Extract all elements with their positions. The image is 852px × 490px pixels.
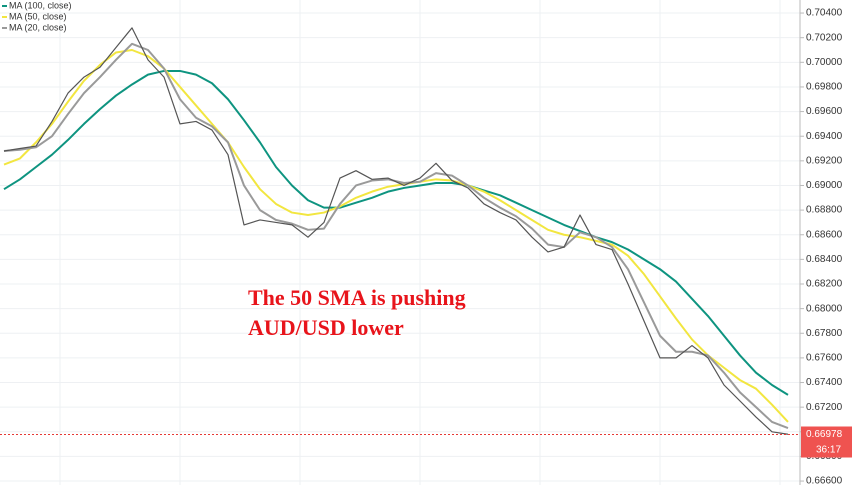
y-tick-label: 0.69600 bbox=[806, 106, 843, 117]
y-tick-label: 0.68200 bbox=[806, 279, 843, 290]
legend-entry: MA (50, close) bbox=[9, 11, 67, 21]
annotation: AUD/USD lower bbox=[248, 315, 404, 340]
y-tick-label: 0.67600 bbox=[806, 353, 843, 364]
last-price-box bbox=[801, 426, 852, 443]
legend-entry: MA (20, close) bbox=[9, 22, 67, 32]
ma-line bbox=[3, 69, 789, 396]
vertical-grid bbox=[59, 0, 781, 485]
y-tick-label: 0.70000 bbox=[806, 57, 843, 68]
y-tick-label: 0.67800 bbox=[806, 328, 843, 339]
last-price-label: 0.66978 bbox=[806, 429, 843, 440]
y-tick-label: 0.70400 bbox=[806, 8, 843, 19]
ma-line bbox=[3, 49, 789, 423]
price-line bbox=[3, 27, 789, 435]
y-tick-label: 0.69200 bbox=[806, 155, 843, 166]
countdown-box bbox=[801, 442, 852, 458]
y-tick-label: 0.67400 bbox=[806, 377, 843, 388]
annotation: The 50 SMA is pushing bbox=[248, 285, 466, 310]
ma-line bbox=[3, 42, 789, 430]
y-tick-label: 0.70200 bbox=[806, 32, 843, 43]
legend-entry: MA (100, close) bbox=[9, 0, 72, 10]
y-tick-label: 0.68400 bbox=[806, 254, 843, 265]
y-tick-label: 0.66600 bbox=[806, 476, 843, 485]
y-tick-label: 0.69000 bbox=[806, 180, 843, 191]
y-tick-label: 0.69800 bbox=[806, 82, 843, 93]
countdown-label: 36:17 bbox=[816, 445, 841, 456]
y-tick-label: 0.67200 bbox=[806, 402, 843, 413]
y-tick-label: 0.68000 bbox=[806, 303, 843, 314]
y-tick-label: 0.69400 bbox=[806, 131, 843, 142]
plot bbox=[0, 12, 800, 482]
y-tick-label: 0.68600 bbox=[806, 229, 843, 240]
y-tick-label: 0.68800 bbox=[806, 205, 843, 216]
